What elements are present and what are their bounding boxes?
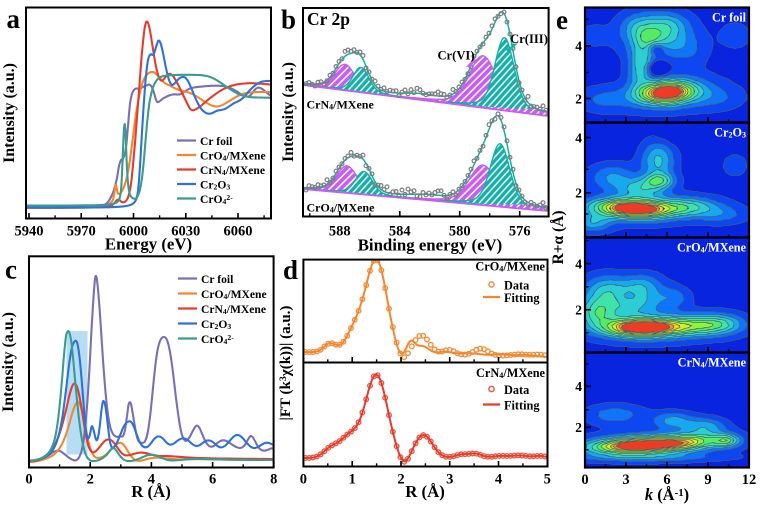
svg-text:c: c xyxy=(5,255,17,285)
svg-text:2: 2 xyxy=(575,91,582,106)
svg-text:Fitting: Fitting xyxy=(504,291,540,305)
svg-text:CrN4/MXene: CrN4/MXene xyxy=(678,356,747,370)
svg-text:2: 2 xyxy=(397,472,404,488)
svg-text:Fitting: Fitting xyxy=(504,398,540,412)
svg-text:CrO42-: CrO42- xyxy=(200,193,233,206)
svg-text:Data: Data xyxy=(504,383,529,397)
svg-text:Intensity (a.u.): Intensity (a.u.) xyxy=(0,312,17,412)
svg-text:6: 6 xyxy=(663,472,670,488)
svg-text:CrN4/MXene: CrN4/MXene xyxy=(476,366,545,380)
svg-text:CrO4/MXene: CrO4/MXene xyxy=(677,241,747,255)
svg-text:5: 5 xyxy=(544,472,551,488)
svg-text:0: 0 xyxy=(300,472,307,488)
svg-text:Data: Data xyxy=(504,278,529,292)
svg-text:d: d xyxy=(283,255,298,285)
svg-text:4: 4 xyxy=(575,379,582,394)
svg-text:8: 8 xyxy=(270,472,277,488)
svg-text:4: 4 xyxy=(495,472,502,488)
svg-text:Cr foil: Cr foil xyxy=(200,135,233,148)
svg-text:588: 588 xyxy=(329,224,351,240)
svg-text:4: 4 xyxy=(575,39,582,54)
svg-text:Intensity (a.u.): Intensity (a.u.) xyxy=(1,63,18,163)
svg-text:CrO4/MXene: CrO4/MXene xyxy=(475,260,545,274)
svg-text:|FT (k3χ(k))| (a.u.): |FT (k3χ(k))| (a.u.) xyxy=(278,306,294,421)
svg-text:2: 2 xyxy=(575,186,582,201)
svg-text:6000: 6000 xyxy=(119,224,148,240)
svg-text:e: e xyxy=(556,5,568,35)
svg-text:5970: 5970 xyxy=(67,224,96,240)
svg-text:CrN4/MXene: CrN4/MXene xyxy=(200,164,265,177)
svg-text:Cr 2p: Cr 2p xyxy=(307,9,350,29)
svg-text:CrO4/MXene: CrO4/MXene xyxy=(201,288,267,301)
svg-text:R (Å): R (Å) xyxy=(405,482,445,501)
svg-text:Binding energy (eV): Binding energy (eV) xyxy=(358,236,503,255)
svg-text:2: 2 xyxy=(87,472,94,488)
svg-text:4: 4 xyxy=(575,130,582,145)
svg-text:Cr foil: Cr foil xyxy=(712,11,747,25)
svg-text:R+α (Å): R+α (Å) xyxy=(550,210,567,264)
svg-text:12: 12 xyxy=(742,472,757,488)
svg-text:0: 0 xyxy=(581,472,588,488)
svg-text:Cr(III): Cr(III) xyxy=(510,32,548,46)
svg-text:3: 3 xyxy=(446,472,453,488)
svg-text:Intensity (a.u.): Intensity (a.u.) xyxy=(280,62,297,162)
svg-text:Cr2O3: Cr2O3 xyxy=(201,318,231,331)
svg-text:a: a xyxy=(7,4,21,34)
svg-text:0: 0 xyxy=(25,472,32,488)
svg-text:CrN4/MXene: CrN4/MXene xyxy=(307,98,375,112)
svg-text:584: 584 xyxy=(389,224,411,240)
svg-text:6: 6 xyxy=(209,472,216,488)
svg-text:Cr(VI): Cr(VI) xyxy=(437,49,474,63)
svg-text:5940: 5940 xyxy=(15,224,44,240)
svg-text:Cr foil: Cr foil xyxy=(201,273,234,286)
svg-text:CrO4/MXene: CrO4/MXene xyxy=(307,201,376,215)
svg-text:1: 1 xyxy=(349,472,356,488)
svg-text:576: 576 xyxy=(509,224,531,240)
svg-text:b: b xyxy=(281,5,296,35)
svg-text:6060: 6060 xyxy=(224,224,253,240)
svg-text:Cr2O3: Cr2O3 xyxy=(200,178,230,191)
svg-text:3: 3 xyxy=(622,472,629,488)
svg-text:CrO42-: CrO42- xyxy=(201,333,234,346)
svg-text:4: 4 xyxy=(148,472,155,488)
svg-text:9: 9 xyxy=(704,472,711,488)
svg-text:6030: 6030 xyxy=(171,224,200,240)
svg-text:4: 4 xyxy=(575,256,582,271)
svg-text:580: 580 xyxy=(449,224,471,240)
svg-text:R (Å): R (Å) xyxy=(131,482,171,501)
svg-text:CrO4/MXene: CrO4/MXene xyxy=(200,149,266,162)
svg-text:Cr2O3: Cr2O3 xyxy=(714,126,746,140)
svg-text:2: 2 xyxy=(575,420,582,435)
svg-text:Energy (eV): Energy (eV) xyxy=(105,235,192,254)
svg-text:CrN4/MXene: CrN4/MXene xyxy=(201,303,266,316)
svg-text:2: 2 xyxy=(575,303,582,318)
